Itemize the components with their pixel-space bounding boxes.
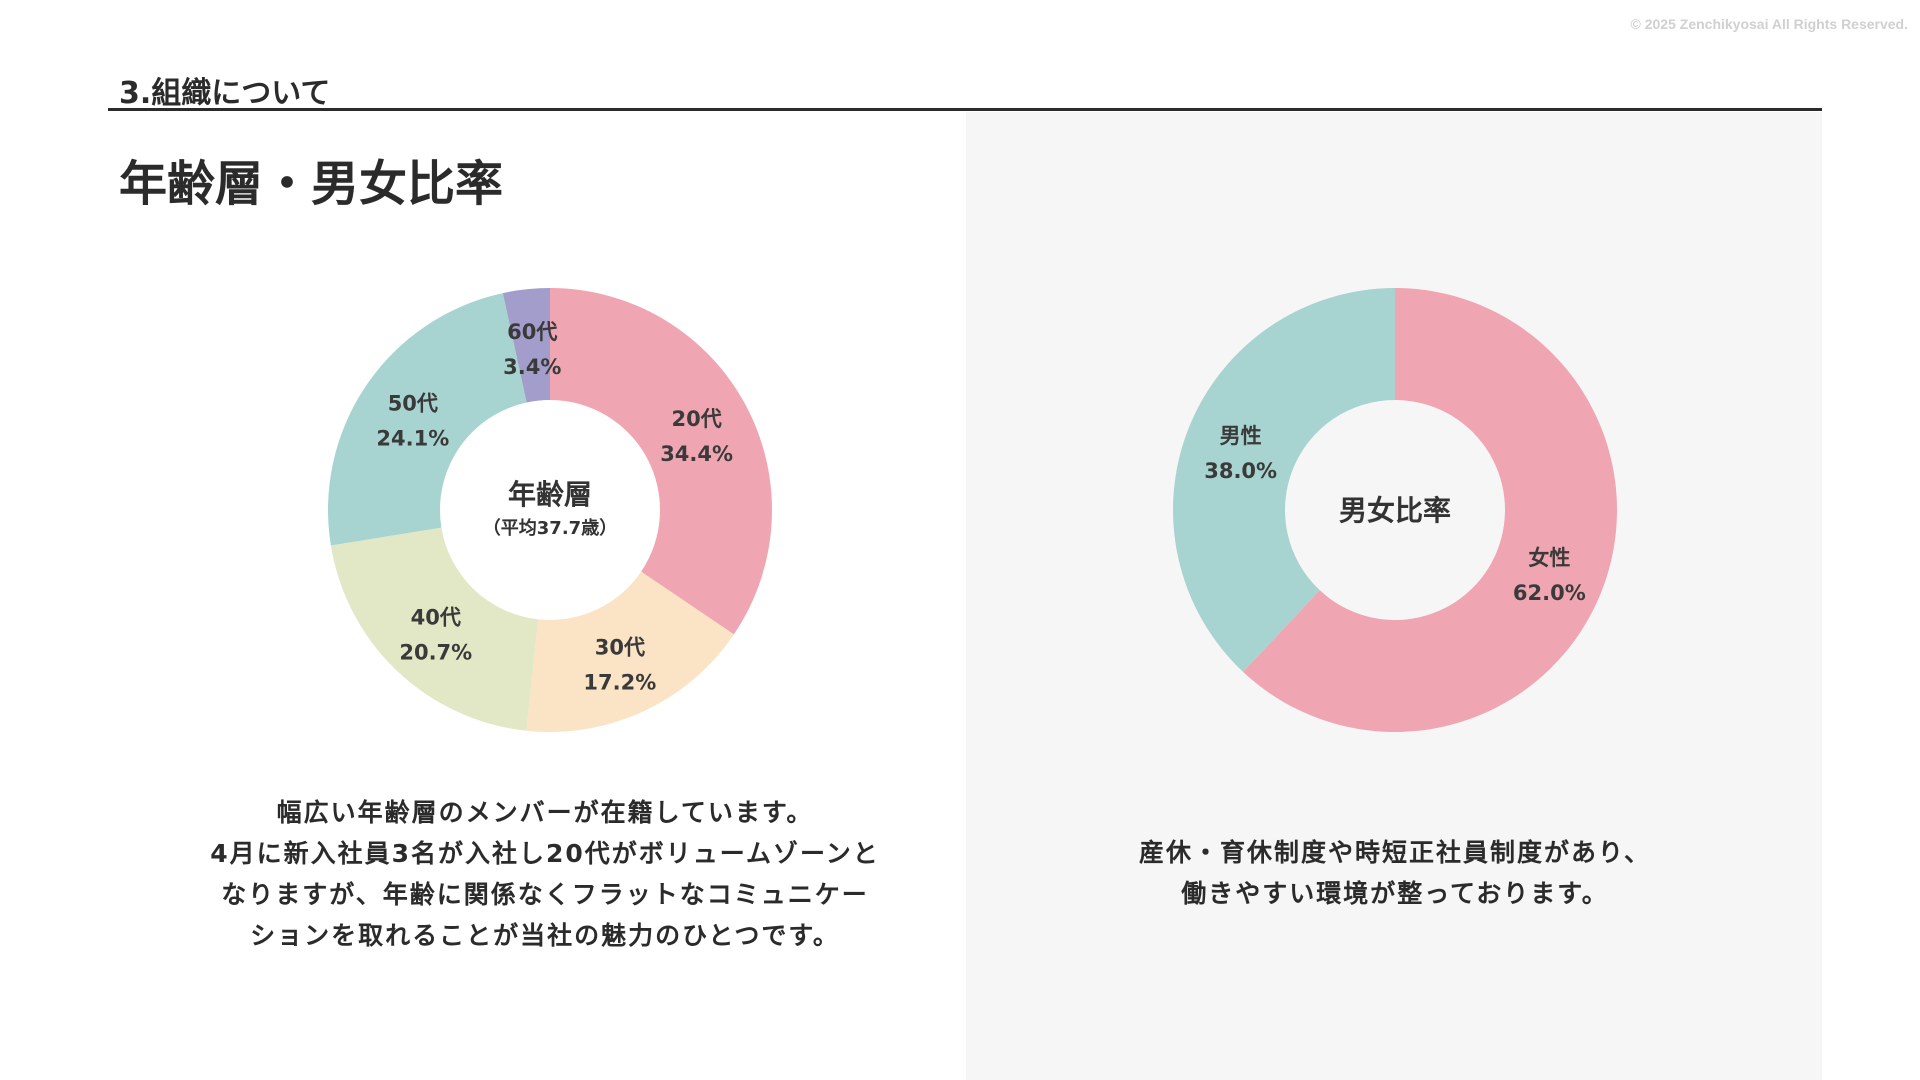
gender-slice-value: 38.0% <box>1204 459 1277 483</box>
age-slice-value: 34.4% <box>660 442 733 466</box>
age-donut-chart: 20代34.4%30代17.2%40代20.7%50代24.1%60代3.4% … <box>328 288 772 732</box>
age-slice-4 <box>502 288 550 403</box>
gender-description: 産休・育休制度や時短正社員制度があり、 働きやすい環境が整っております。 <box>1010 832 1780 914</box>
age-slice-label: 50代 <box>388 392 438 416</box>
copyright-notice: © 2025 Zenchikyosai All Rights Reserved. <box>1630 16 1908 32</box>
section-title: 3.組織について <box>119 76 331 111</box>
age-slice-label: 60代 <box>507 320 557 344</box>
age-slice-value: 3.4% <box>503 355 561 379</box>
age-slice-label: 30代 <box>595 636 645 660</box>
gender-slice-value: 62.0% <box>1513 581 1586 605</box>
age-slice-0 <box>550 288 772 635</box>
age-slice-3 <box>328 293 527 546</box>
age-slice-label: 20代 <box>672 407 722 431</box>
gender-slice-label: 男性 <box>1220 424 1262 448</box>
gender-description-line: 働きやすい環境が整っております。 <box>1181 879 1609 908</box>
page-title: 年齢層・男女比率 <box>119 156 504 212</box>
age-slice-value: 24.1% <box>376 427 449 451</box>
gender-panel-background <box>966 112 1822 1080</box>
gender-slice-1 <box>1173 288 1395 672</box>
age-chart-center-title: 年齢層 <box>508 478 592 511</box>
age-slice-value: 17.2% <box>583 671 656 695</box>
section-divider <box>108 108 1822 111</box>
age-slice-value: 20.7% <box>399 640 472 664</box>
age-description-line: 4月に新入社員3名が入社し20代がボリュームゾーンと <box>210 839 880 868</box>
age-slice-2 <box>330 527 539 731</box>
gender-slice-0 <box>1243 288 1617 732</box>
gender-slice-label: 女性 <box>1528 546 1570 570</box>
age-description-line: なりますが、年齢に関係なくフラットなコミュニケー <box>221 880 869 909</box>
gender-chart-center-title: 男女比率 <box>1339 494 1451 527</box>
age-chart-center-subtitle: （平均37.7歳） <box>483 517 617 539</box>
age-description-line: ションを取れることが当社の魅力のひとつです。 <box>250 921 840 950</box>
gender-description-line: 産休・育休制度や時短正社員制度があり、 <box>1138 838 1651 867</box>
age-slice-label: 40代 <box>411 605 461 629</box>
age-slice-1 <box>526 571 734 732</box>
age-description-line: 幅広い年齢層のメンバーが在籍しています。 <box>276 798 814 827</box>
age-description: 幅広い年齢層のメンバーが在籍しています。 4月に新入社員3名が入社し20代がボリ… <box>160 792 930 956</box>
gender-donut-chart: 女性 62.0% 男性 38.0% 男女比率 <box>1173 288 1617 732</box>
